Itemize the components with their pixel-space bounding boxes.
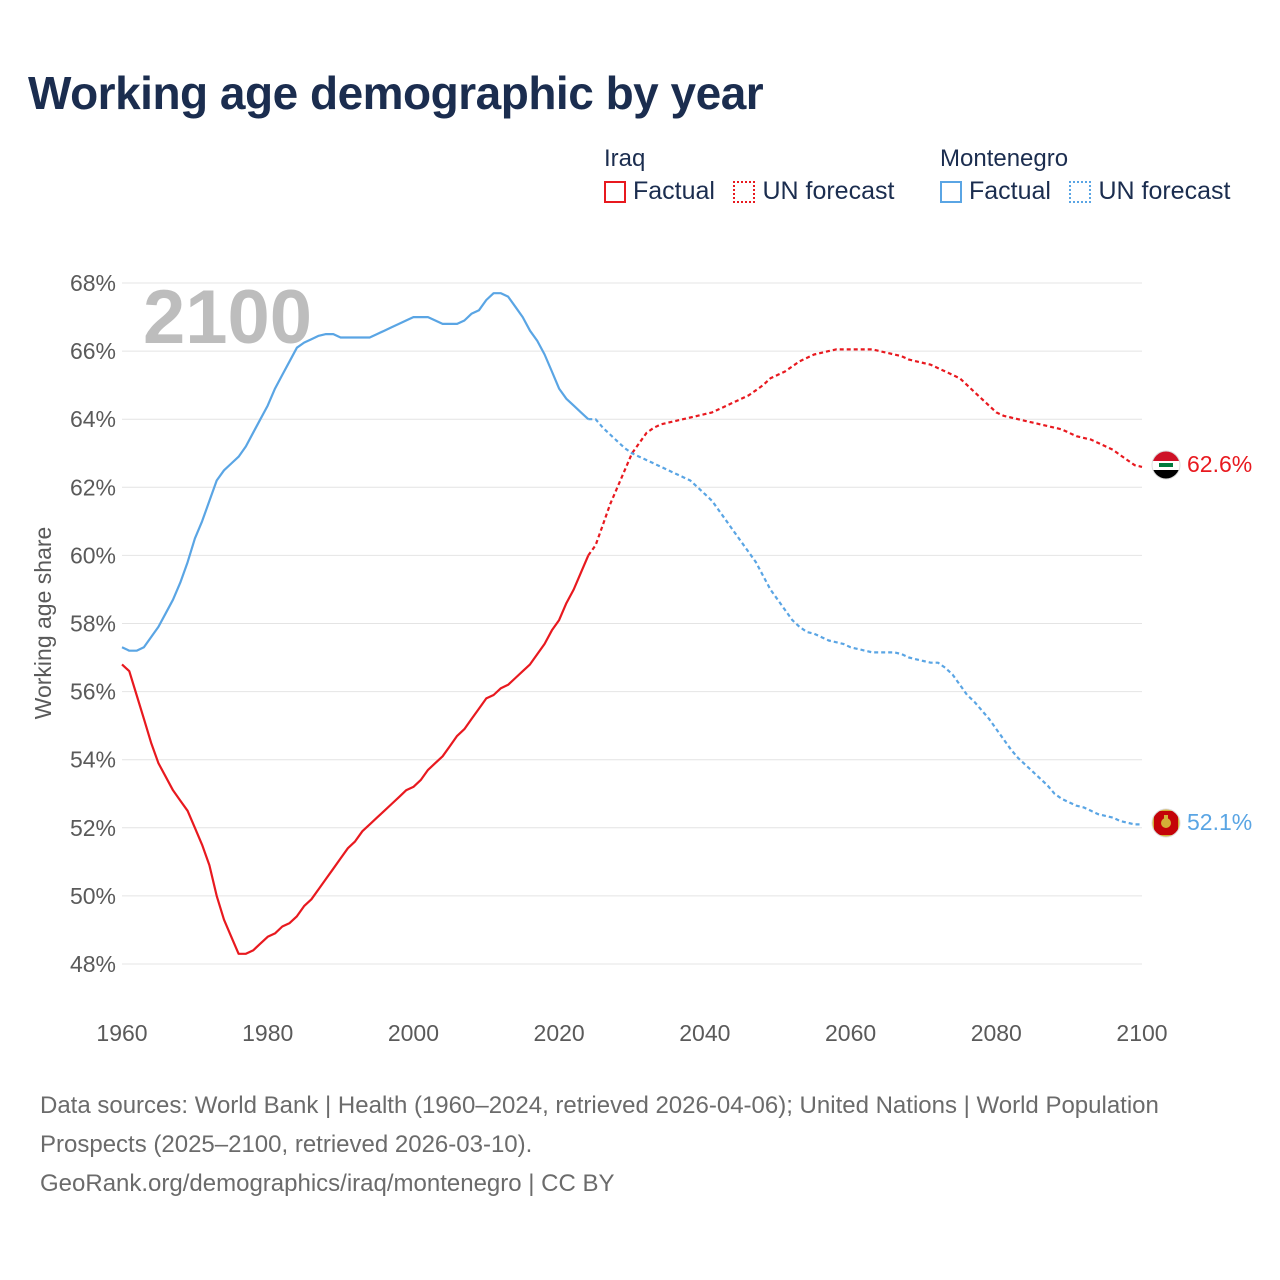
legend-label-montenegro-factual: Factual (969, 177, 1051, 205)
legend-label-montenegro-forecast: UN forecast (1098, 177, 1231, 205)
footer-attribution: GeoRank.org/demographics/iraq/montenegro… (40, 1170, 615, 1197)
series-line-iraq-factual (121, 554, 590, 955)
legend-label-iraq-factual: Factual (633, 177, 715, 205)
footer: Data sources: World Bank | Health (1960–… (40, 1086, 1240, 1203)
legend-group-montenegro: Montenegro Factual UN forecast (940, 145, 1244, 208)
y-tick-label: 52% (70, 815, 116, 841)
y-tick-label: 56% (70, 679, 116, 705)
legend-swatch-montenegro-forecast (1069, 180, 1092, 203)
y-tick-label: 60% (70, 542, 116, 568)
grid-lines (122, 282, 1142, 965)
legend-swatch-iraq-forecast (733, 180, 756, 203)
legend-item-montenegro-forecast[interactable]: UN forecast (1069, 177, 1230, 206)
iraq-flag-icon (1152, 451, 1180, 479)
series-line-montenegro-forecast (588, 418, 1142, 826)
y-axis-ticks: 48% 50% 52% 54% 56% 58% 60% 62% 64% 66% 68% (70, 270, 116, 977)
x-tick-label: 2020 (534, 1020, 585, 1046)
legend-item-iraq-forecast[interactable]: UN forecast (733, 177, 894, 206)
iraq-end-marker: 62.6% (1151, 450, 1252, 480)
x-axis-ticks: 1960 1980 2000 2020 2040 2060 2080 2100 (96, 1020, 1167, 1046)
legend-group-iraq: Iraq Factual UN forecast (604, 145, 908, 208)
year-watermark: 2100 (143, 275, 312, 360)
x-tick-label: 2100 (1116, 1020, 1167, 1046)
legend-country-iraq: Iraq (604, 145, 646, 172)
legend-item-iraq-factual[interactable]: Factual (604, 177, 715, 206)
x-tick-label: 1960 (96, 1020, 147, 1046)
montenegro-end-marker: 52.1% (1151, 808, 1252, 838)
series-lines (121, 292, 1143, 955)
y-tick-label: 54% (70, 747, 116, 773)
legend-country-montenegro: Montenegro (940, 145, 1069, 172)
series-line-iraq-forecast (587, 348, 1143, 557)
x-tick-label: 1980 (242, 1020, 293, 1046)
x-tick-label: 2060 (825, 1020, 876, 1046)
legend-item-montenegro-factual[interactable]: Factual (940, 177, 1051, 206)
y-tick-label: 58% (70, 611, 116, 637)
y-tick-label: 64% (70, 406, 116, 432)
y-tick-label: 66% (70, 338, 116, 364)
chart-title: Working age demographic by year (28, 67, 764, 119)
y-tick-label: 68% (70, 270, 116, 296)
y-axis-label: Working age share (30, 527, 56, 720)
x-tick-label: 2080 (971, 1020, 1022, 1046)
montenegro-end-value: 52.1% (1187, 809, 1252, 835)
legend-swatch-iraq-factual (604, 180, 626, 203)
legend-label-iraq-forecast: UN forecast (762, 177, 895, 205)
montenegro-flag-icon (1152, 809, 1180, 837)
line-chart: 48%50%52%54%56%58%60%62%64%66%68% 1960 19… (30, 270, 1252, 1046)
y-tick-label: 50% (70, 883, 116, 909)
series-line-montenegro-factual (121, 292, 590, 652)
iraq-end-value: 62.6% (1187, 451, 1252, 477)
x-tick-label: 2000 (388, 1020, 439, 1046)
legend-swatch-montenegro-factual (940, 180, 962, 203)
x-tick-label: 2040 (679, 1020, 730, 1046)
y-tick-label: 48% (70, 951, 116, 977)
footer-sources: Data sources: World Bank | Health (1960–… (40, 1092, 1159, 1158)
y-tick-label: 62% (70, 474, 116, 500)
